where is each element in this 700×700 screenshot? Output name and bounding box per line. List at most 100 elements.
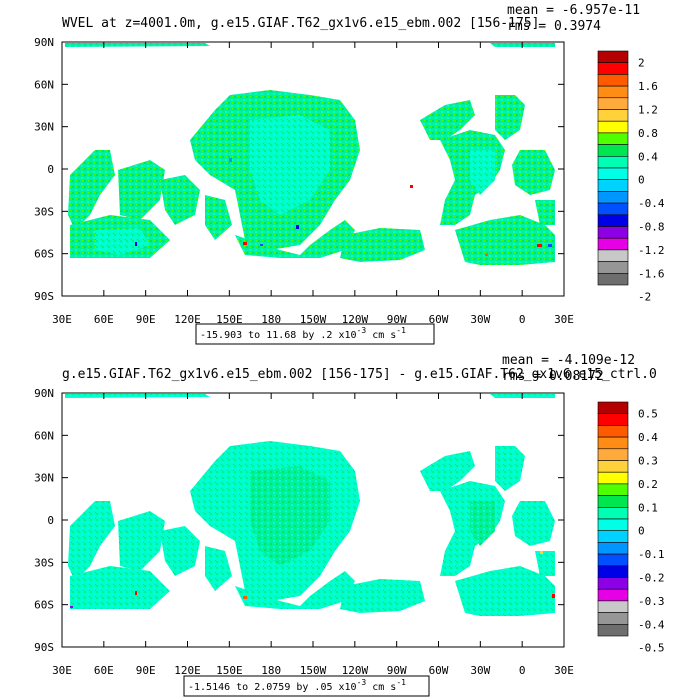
x-tick-label: 150W (300, 313, 327, 326)
y-tick-label: 60S (34, 599, 54, 612)
colorbar-swatch (597, 600, 629, 613)
x-tick-label: 120W (342, 664, 369, 677)
colorbar-swatch (597, 518, 629, 531)
colorbar-swatch (597, 214, 629, 227)
colorbar-swatch (597, 226, 629, 239)
colorbar-label: -1.6 (638, 267, 665, 280)
y-tick-label: 0 (47, 163, 54, 176)
colorbar-swatch (597, 577, 629, 590)
x-tick-label: 0 (519, 664, 526, 677)
x-tick-label: 30E (554, 664, 574, 677)
colorbar-label: 0.4 (638, 150, 658, 163)
x-tick-label: 120W (342, 313, 369, 326)
y-tick-label: 90S (34, 641, 54, 654)
colorbar-label: 0.5 (638, 408, 658, 421)
colorbar-swatch (597, 109, 629, 122)
colorbar-swatch (597, 50, 629, 63)
colorbar-swatch (597, 249, 629, 262)
colorbar-swatch (597, 261, 629, 274)
colorbar-label: -0.2 (638, 572, 665, 585)
colorbar-label: -0.5 (638, 642, 665, 655)
colorbar-swatch (597, 97, 629, 110)
colorbar-label: -0.3 (638, 595, 665, 608)
x-tick-label: 120E (174, 664, 201, 677)
x-tick-label: 180 (261, 664, 281, 677)
colorbar-swatch (597, 132, 629, 145)
colorbar-swatch (597, 506, 629, 520)
colorbar-swatch (597, 179, 629, 192)
x-tick-label: 90W (387, 664, 407, 677)
colorbar-label: 0.3 (638, 455, 658, 468)
y-tick-label: 30N (34, 121, 54, 134)
y-axis: 90N 60N 30N 0 30S 60S 90S (34, 36, 564, 303)
colorbar-swatch (597, 156, 629, 169)
colorbar-label: 0 (638, 525, 645, 538)
y-tick-label: 60S (34, 248, 54, 261)
colorbar-swatch (597, 436, 629, 450)
panel-bottom: g.e15.GIAF.T62_gx1v6.e15_ebm.002 [156-17… (34, 353, 665, 697)
colorbar-swatch (597, 588, 629, 602)
colorbar: 2 1.6 1.2 0.8 0.4 0 -0.4 -0.8 -1.2 -1.6 -2 (597, 50, 665, 304)
colorbar-label: 1.2 (638, 104, 658, 117)
y-tick-label: 0 (47, 514, 54, 527)
y-tick-label: 90S (34, 290, 54, 303)
colorbar: 0.5 0.4 0.3 0.2 0.1 0 -0.1 -0.2 -0.3 -0.4 -0.5 (597, 401, 665, 655)
y-tick-label: 30N (34, 472, 54, 485)
range-box: -15.903 to 11.68 by .2 x10-3 cm s-1 (195, 323, 435, 345)
x-tick-label: 60E (94, 664, 114, 677)
map-field (65, 394, 555, 616)
colorbar-swatch (597, 191, 629, 204)
highlights (70, 551, 555, 608)
range-box: -1.5146 to 2.0759 by .05 x10-3 cm s-1 (183, 675, 430, 697)
colorbar-label: 0.2 (638, 478, 658, 491)
colorbar-swatch (597, 413, 629, 426)
x-tick-label: 60E (94, 313, 114, 326)
colorbar-swatch (597, 460, 629, 473)
colorbar-label: -2 (638, 291, 651, 304)
rms-text: rms = 0.08172 (502, 369, 604, 384)
x-tick-label: 60W (429, 313, 449, 326)
y-tick-label: 90N (34, 387, 54, 400)
colorbar-swatch (597, 120, 629, 134)
x-tick-label: 30E (52, 664, 72, 677)
colorbar-label: -0.4 (638, 197, 665, 210)
x-tick-label: 0 (519, 313, 526, 326)
colorbar-label: 0.8 (638, 127, 658, 140)
x-tick-label: 30W (470, 313, 490, 326)
x-tick-label: 90E (136, 313, 156, 326)
colorbar-label: -0.4 (638, 618, 665, 631)
x-tick-label: 150E (216, 664, 243, 677)
x-axis: 30E 60E 90E 120E 150E 180 150W 120W 90W 60W 30W 0 30… (52, 393, 574, 677)
colorbar-swatch (597, 483, 629, 496)
x-tick-label: 30W (470, 664, 490, 677)
colorbar-swatch (597, 565, 629, 578)
colorbar-label: 0.1 (638, 501, 658, 514)
mean-text: mean = -4.109e-12 (502, 353, 635, 368)
y-tick-label: 60N (34, 429, 54, 442)
x-tick-label: 150W (300, 664, 327, 677)
rms-text: rms = 0.3974 (507, 19, 601, 34)
colorbar-swatch (597, 237, 629, 251)
x-tick-label: 30E (52, 313, 72, 326)
colorbar-swatch (597, 167, 629, 180)
colorbar-label: 0 (638, 174, 645, 187)
colorbar-swatch (597, 448, 629, 461)
x-axis: 30E 60E 90E 120E 150E 180 150W 120W 90W 60W 30W 0 30… (52, 42, 574, 326)
map-field (65, 43, 555, 265)
x-tick-label: 30E (554, 313, 574, 326)
colorbar-swatch (597, 542, 629, 555)
colorbar-swatch (597, 623, 629, 637)
colorbar-swatch (597, 272, 629, 286)
colorbar-swatch (597, 553, 629, 567)
highlights (135, 158, 552, 256)
panel-top: WVEL at z=4001.0m, g.e15.GIAF.T62_gx1v6.… (34, 3, 665, 345)
colorbar-label: -0.8 (638, 221, 665, 234)
colorbar-swatch (597, 202, 629, 216)
colorbar-swatch (597, 85, 629, 99)
panel-title: g.e15.GIAF.T62_gx1v6.e15_ebm.002 [156-17… (62, 367, 657, 382)
colorbar-swatch (597, 530, 629, 543)
colorbar-swatch (597, 495, 629, 508)
y-tick-label: 60N (34, 78, 54, 91)
colorbar-label: 1.6 (638, 80, 658, 93)
